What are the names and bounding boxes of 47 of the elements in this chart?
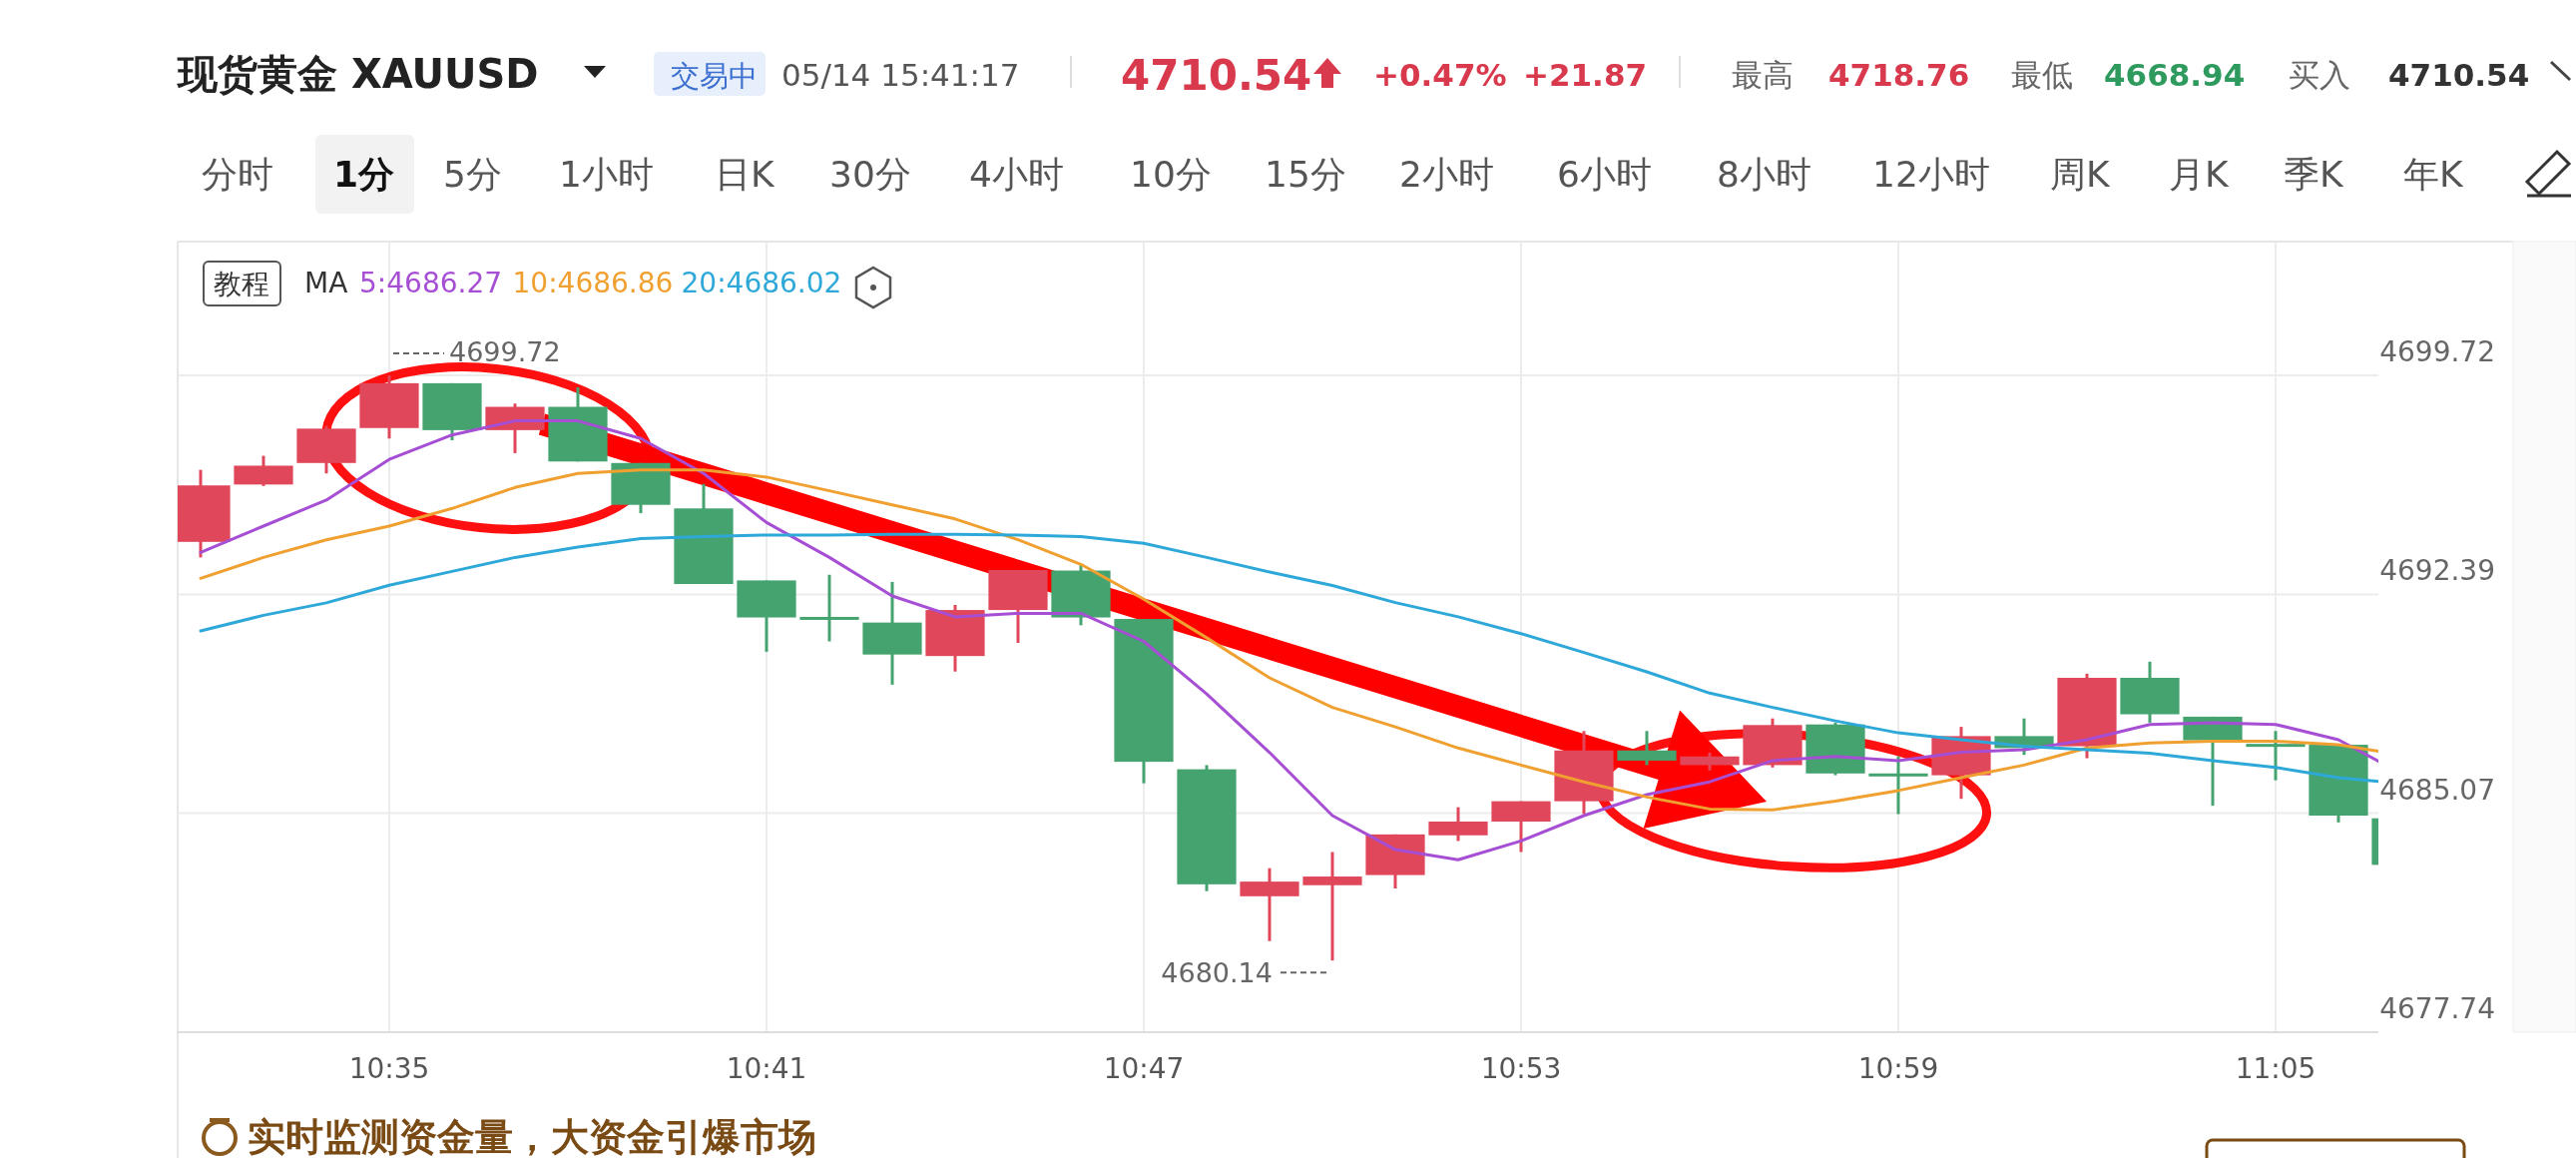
annotation: 4699.72 — [448, 336, 561, 368]
text: +0.47% — [1373, 57, 1507, 93]
text: 最高 — [1732, 57, 1794, 93]
y-tick-label: 4685.07 — [2379, 773, 2495, 807]
text: 8小时 — [1717, 154, 1811, 195]
text: 5分 — [443, 154, 502, 195]
text: 月K — [2169, 154, 2230, 195]
text: 周K — [2050, 154, 2111, 195]
text: 4710.54 — [2388, 57, 2530, 93]
text: 买入 — [2289, 57, 2350, 93]
x-tick-label: 10:47 — [1103, 1052, 1185, 1085]
x-tick-label: 11:05 — [2235, 1052, 2317, 1085]
text: 30分 — [829, 154, 911, 195]
text: 4小时 — [969, 154, 1064, 195]
annotation: 教程 — [214, 268, 269, 300]
text: 分时 — [202, 154, 273, 195]
text: 年K — [2403, 154, 2464, 195]
chart-title: 现货黄金 XAUUSD — [176, 51, 539, 97]
y-tick-label: 4699.72 — [2379, 335, 2495, 369]
text: 15分 — [1265, 154, 1346, 195]
text: 20:4686.02 — [681, 267, 842, 299]
text: 日K — [715, 154, 775, 195]
text: 12小时 — [1872, 154, 1990, 195]
x-tick-label: 10:41 — [726, 1052, 807, 1085]
text: 05/14 15:41:17 — [781, 57, 1020, 93]
x-tick-label: 10:35 — [348, 1052, 430, 1085]
legend-title: MA — [304, 267, 348, 299]
text: 交易中 — [671, 59, 758, 93]
text: 4668.94 — [2104, 57, 2246, 93]
text: 5:4686.27 — [359, 267, 503, 299]
text: 1小时 — [559, 154, 654, 195]
x-tick-label: 10:59 — [1857, 1052, 1939, 1085]
text: 6小时 — [1557, 154, 1652, 195]
x-tick-label: 10:53 — [1480, 1052, 1562, 1085]
text: 4710.54 — [1121, 51, 1312, 100]
text: 4718.76 — [1828, 57, 1970, 93]
text: 季K — [2284, 154, 2344, 195]
text: 10分 — [1130, 154, 1212, 195]
text: 2小时 — [1399, 154, 1494, 195]
text: 实时监测资金量，大资金引爆市场 — [248, 1115, 816, 1158]
text: 1分 — [333, 154, 395, 195]
annotation: 4680.14 — [1161, 957, 1273, 989]
text: 最低 — [2011, 57, 2073, 93]
text: +21.87 — [1523, 57, 1648, 93]
text: 10:4686.86 — [512, 267, 674, 299]
y-tick-label: 4677.74 — [2379, 992, 2495, 1025]
y-tick-label: 4692.39 — [2379, 554, 2495, 588]
